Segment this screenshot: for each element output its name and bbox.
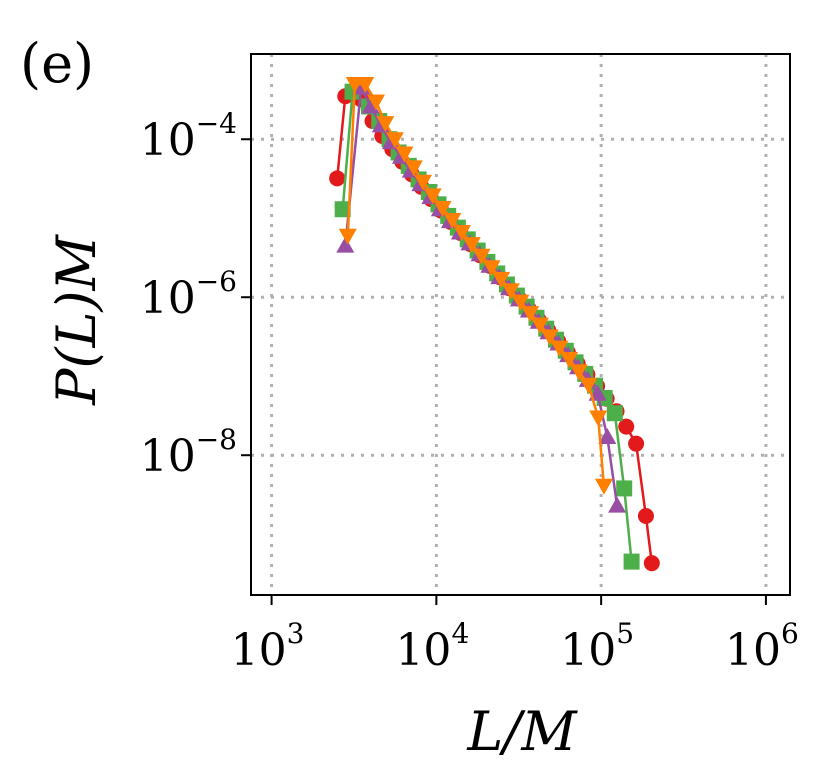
x-tick-label: 105	[560, 617, 634, 676]
data-point-orange	[511, 294, 530, 311]
series-red	[329, 88, 660, 572]
data-point-orange	[366, 94, 385, 111]
x-tick-label-base: 10	[231, 625, 287, 676]
x-tick-label: 106	[725, 617, 799, 676]
series-line-green	[341, 89, 633, 562]
data-point-green	[623, 553, 640, 570]
y-tick-label-exponent: −8	[196, 423, 237, 456]
data-point-orange	[501, 283, 520, 300]
data-point-orange	[540, 329, 559, 346]
x-tick-label: 104	[395, 617, 469, 676]
series-green	[334, 83, 640, 570]
data-point-orange	[423, 188, 442, 205]
data-point-orange	[452, 224, 471, 241]
x-tick-label-exponent: 5	[616, 617, 634, 650]
y-tick-label: 10−4	[140, 107, 237, 166]
data-point-red	[637, 508, 654, 525]
y-tick-label: 10−8	[140, 423, 237, 482]
data-point-green	[616, 480, 633, 497]
data-point-purple	[336, 236, 355, 253]
series-layer	[329, 77, 660, 572]
data-point-orange	[579, 377, 598, 394]
data-point-orange	[356, 77, 375, 94]
data-point-orange	[550, 340, 569, 357]
data-point-red	[643, 555, 660, 572]
data-point-orange	[376, 116, 395, 133]
x-tick-label-base: 10	[560, 625, 616, 676]
data-point-purple	[598, 428, 617, 445]
data-point-orange	[404, 160, 423, 177]
y-tick-label: 10−6	[140, 265, 237, 324]
data-point-orange	[338, 228, 357, 245]
x-tick-label-exponent: 3	[287, 617, 305, 650]
y-tick-label-exponent: −4	[196, 107, 237, 140]
y-axis-title: P(L)M	[45, 233, 108, 405]
x-axis-title: L/M	[466, 700, 578, 763]
y-tick-label-exponent: −6	[196, 265, 237, 298]
plot-frame	[250, 53, 791, 596]
data-point-orange	[521, 306, 540, 323]
data-point-purple	[361, 97, 380, 114]
data-point-green	[606, 405, 623, 422]
data-point-red	[628, 435, 645, 452]
data-point-orange	[443, 212, 462, 229]
data-point-orange	[385, 132, 404, 149]
series-purple	[336, 78, 627, 513]
data-point-orange	[482, 260, 501, 277]
panel-label: (e)	[20, 32, 94, 95]
data-point-orange	[589, 410, 608, 427]
series-orange	[338, 77, 613, 495]
data-point-orange	[560, 352, 579, 369]
data-point-green	[334, 201, 351, 218]
data-point-orange	[395, 146, 414, 163]
data-point-purple	[608, 496, 627, 513]
y-tick-label-base: 10	[140, 273, 196, 324]
x-tick-label-base: 10	[395, 625, 451, 676]
x-tick-label-base: 10	[725, 625, 781, 676]
data-point-red	[329, 170, 346, 187]
x-tick-label-exponent: 4	[451, 617, 469, 650]
y-tick-label-base: 10	[140, 431, 196, 482]
data-point-orange	[462, 237, 481, 254]
y-tick-label-base: 10	[140, 115, 196, 166]
grid	[251, 54, 790, 595]
data-point-orange	[569, 364, 588, 381]
x-tick-label: 103	[231, 617, 305, 676]
data-point-orange	[414, 174, 433, 191]
x-tick-label-exponent: 6	[781, 617, 799, 650]
data-point-orange	[472, 248, 491, 265]
data-point-orange	[594, 478, 613, 495]
data-point-orange	[492, 272, 511, 289]
data-point-red	[618, 418, 635, 435]
data-point-orange	[530, 317, 549, 334]
data-point-orange	[433, 200, 452, 217]
